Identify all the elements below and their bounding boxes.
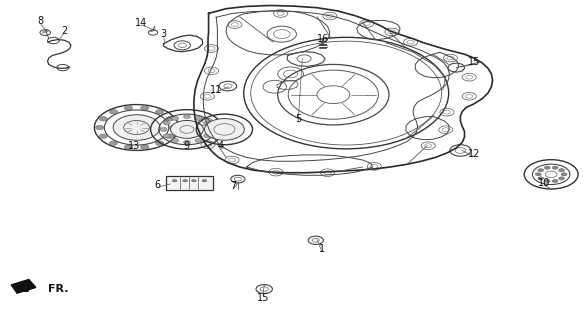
Text: 15: 15 [257,293,269,303]
Circle shape [156,109,164,114]
Circle shape [163,121,170,125]
Text: 4: 4 [217,141,224,151]
Text: 2: 2 [61,26,67,36]
Circle shape [160,127,167,131]
Circle shape [552,166,558,169]
Circle shape [96,125,104,130]
Circle shape [544,166,550,169]
Circle shape [172,180,177,182]
Circle shape [171,139,178,142]
Text: 7: 7 [231,181,237,191]
Text: 9: 9 [184,141,190,151]
Circle shape [163,134,170,138]
FancyBboxPatch shape [167,176,212,190]
Polygon shape [17,284,31,291]
Circle shape [204,121,211,125]
Circle shape [170,121,203,138]
Circle shape [183,115,190,119]
Circle shape [559,177,565,180]
Circle shape [204,119,244,140]
Circle shape [544,180,550,183]
Circle shape [166,134,174,139]
Circle shape [156,141,164,145]
Circle shape [170,125,177,130]
Circle shape [141,145,149,149]
Circle shape [535,173,541,176]
Circle shape [166,116,174,121]
Text: 5: 5 [295,114,301,124]
Circle shape [538,177,544,180]
Text: 3: 3 [160,29,167,39]
Circle shape [195,139,202,142]
Polygon shape [11,279,36,293]
Circle shape [207,127,214,131]
Circle shape [204,134,211,138]
Circle shape [559,169,565,172]
Text: 16: 16 [316,34,329,44]
Circle shape [561,173,567,176]
Text: 1: 1 [319,244,325,253]
Text: 6: 6 [154,180,161,190]
Text: 15: 15 [468,57,480,67]
Text: 13: 13 [128,141,140,151]
Text: FR.: FR. [48,284,68,294]
Circle shape [183,140,190,144]
Circle shape [538,169,544,172]
Circle shape [183,180,187,182]
Circle shape [124,106,133,110]
Circle shape [99,134,107,139]
Circle shape [109,141,117,145]
Circle shape [99,116,107,121]
Text: 12: 12 [468,149,480,159]
Circle shape [109,109,117,114]
Text: 14: 14 [135,18,147,28]
Circle shape [195,116,202,120]
Circle shape [113,115,160,140]
Circle shape [124,145,133,149]
Circle shape [552,180,558,183]
Circle shape [202,180,207,182]
Circle shape [191,180,196,182]
Text: 10: 10 [538,178,550,188]
Circle shape [141,106,149,110]
Text: 11: 11 [210,85,222,95]
Circle shape [171,116,178,120]
Text: 8: 8 [38,16,43,27]
